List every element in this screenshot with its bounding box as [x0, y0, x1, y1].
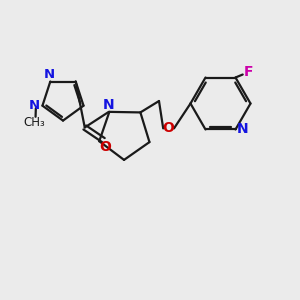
Text: N: N [103, 98, 115, 112]
Text: F: F [244, 65, 254, 79]
Text: N: N [236, 122, 248, 136]
Text: N: N [44, 68, 55, 81]
Text: CH₃: CH₃ [23, 116, 45, 129]
Text: O: O [99, 140, 111, 154]
Text: O: O [163, 122, 175, 135]
Text: N: N [28, 99, 40, 112]
